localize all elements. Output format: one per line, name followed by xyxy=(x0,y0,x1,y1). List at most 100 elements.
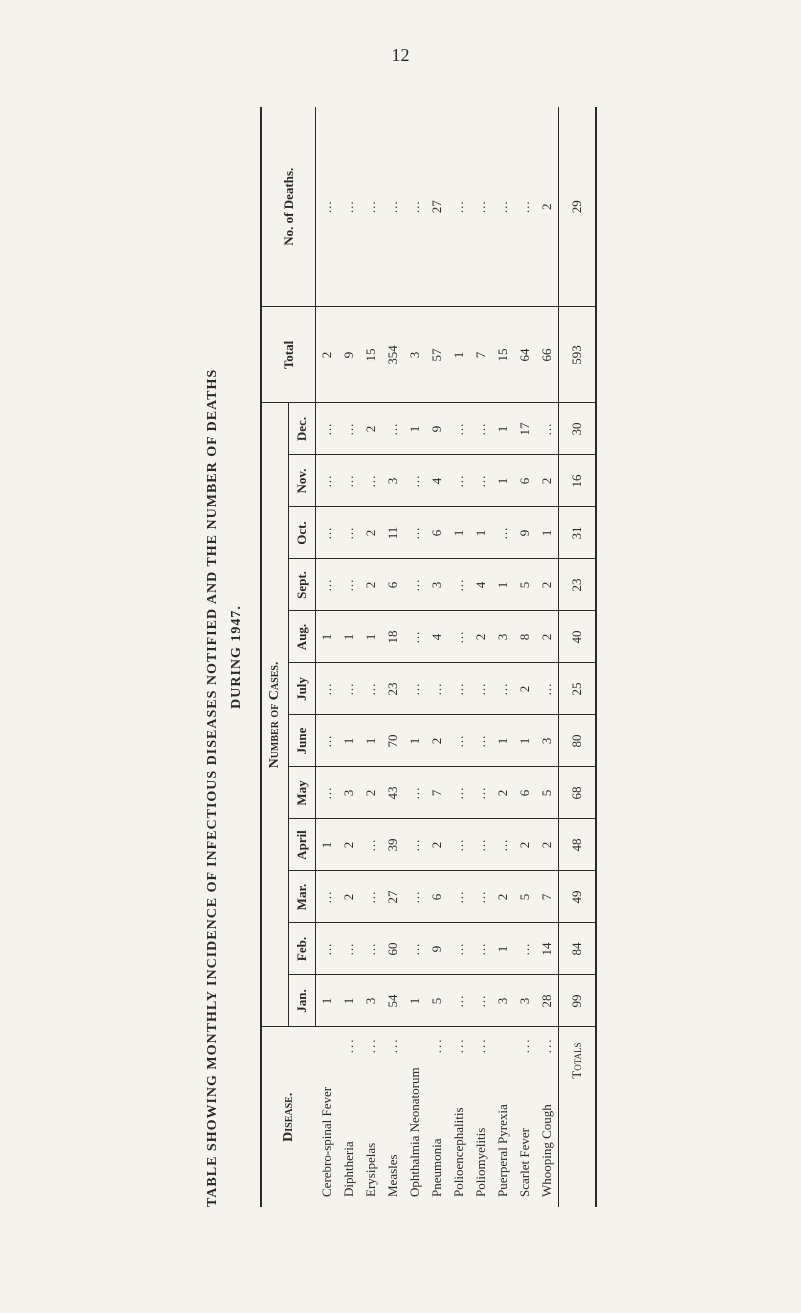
data-cell: ... xyxy=(315,455,338,507)
data-cell: 1 xyxy=(360,611,382,663)
data-cell: 6 xyxy=(426,507,448,559)
data-cell: 1 xyxy=(492,715,514,767)
data-cell: 1 xyxy=(404,715,426,767)
data-cell: 6 xyxy=(514,455,536,507)
data-cell: ... xyxy=(315,559,338,611)
data-cell: 2 xyxy=(360,507,382,559)
data-cell: ... xyxy=(338,663,360,715)
month-header-apr: April xyxy=(288,819,315,871)
month-header-jan: Jan. xyxy=(288,975,315,1027)
data-cell: 6 xyxy=(426,871,448,923)
data-cell: 1 xyxy=(492,923,514,975)
data-cell: ... xyxy=(470,403,492,455)
data-cell: ... xyxy=(404,923,426,975)
totals-label: Totals xyxy=(558,1027,596,1207)
data-cell: ... xyxy=(536,403,559,455)
data-cell: 6 xyxy=(514,767,536,819)
data-cell: 17 xyxy=(514,403,536,455)
data-cell: 2 xyxy=(514,663,536,715)
total-column-header: Total xyxy=(261,306,316,402)
data-cell: 5 xyxy=(514,559,536,611)
data-cell: ... xyxy=(514,923,536,975)
data-cell: ... xyxy=(338,455,360,507)
data-cell: ... xyxy=(470,767,492,819)
data-cell: 354 xyxy=(382,306,404,402)
data-cell: ... xyxy=(315,107,338,307)
data-cell: 3 xyxy=(382,455,404,507)
data-cell: 1 xyxy=(448,306,470,402)
totals-jan: 99 xyxy=(558,975,596,1027)
table-row: Diphtheria ...1...2231...1............9.… xyxy=(338,107,360,1207)
data-cell: 3 xyxy=(360,975,382,1027)
disease-name: Pneumonia ... xyxy=(426,1027,448,1207)
data-cell: 3 xyxy=(492,975,514,1027)
totals-apr: 48 xyxy=(558,819,596,871)
data-cell: ... xyxy=(404,107,426,307)
data-cell: 2 xyxy=(536,611,559,663)
data-cell: ... xyxy=(470,923,492,975)
data-cell: ... xyxy=(338,403,360,455)
data-cell: 57 xyxy=(426,306,448,402)
data-cell: 6 xyxy=(382,559,404,611)
data-cell: 1 xyxy=(338,715,360,767)
data-cell: ... xyxy=(448,767,470,819)
data-cell: 1 xyxy=(470,507,492,559)
data-cell: 3 xyxy=(426,559,448,611)
data-cell: 2 xyxy=(492,871,514,923)
table-row: Poliomyelitis ........................24… xyxy=(470,107,492,1207)
totals-aug: 40 xyxy=(558,611,596,663)
data-cell: ... xyxy=(360,663,382,715)
table-row: Ophthalmia Neonatorum1............1.....… xyxy=(404,107,426,1207)
disease-name: Erysipelas ... xyxy=(360,1027,382,1207)
data-cell: ... xyxy=(448,559,470,611)
table-row: Measles ...54602739437023186113...354... xyxy=(382,107,404,1207)
disease-name: Measles ... xyxy=(382,1027,404,1207)
data-cell: 27 xyxy=(382,871,404,923)
data-cell: 3 xyxy=(338,767,360,819)
data-cell: ... xyxy=(315,767,338,819)
data-cell: 2 xyxy=(315,306,338,402)
data-cell: 8 xyxy=(514,611,536,663)
data-cell: ... xyxy=(448,819,470,871)
data-cell: 4 xyxy=(426,611,448,663)
data-cell: 3 xyxy=(492,611,514,663)
page-number: 12 xyxy=(392,45,410,66)
data-cell: ... xyxy=(492,107,514,307)
data-cell: 66 xyxy=(536,306,559,402)
data-cell: 5 xyxy=(426,975,448,1027)
totals-may: 68 xyxy=(558,767,596,819)
data-cell: 1 xyxy=(315,611,338,663)
data-cell: ... xyxy=(382,403,404,455)
totals-sep: 23 xyxy=(558,559,596,611)
data-cell: ... xyxy=(448,871,470,923)
data-cell: 4 xyxy=(426,455,448,507)
totals-jul: 25 xyxy=(558,663,596,715)
data-cell: 2 xyxy=(338,871,360,923)
disease-column-header: Disease. xyxy=(261,1027,316,1207)
data-cell: 1 xyxy=(315,819,338,871)
data-cell: 3 xyxy=(514,975,536,1027)
data-cell: 2 xyxy=(514,819,536,871)
data-cell: 1 xyxy=(492,559,514,611)
data-cell: 2 xyxy=(426,715,448,767)
data-cell: 64 xyxy=(514,306,536,402)
data-cell: 2 xyxy=(360,559,382,611)
rotated-table-container: TABLE SHOWING MONTHLY INCIDENCE OF INFEC… xyxy=(205,107,597,1207)
data-cell: ... xyxy=(404,455,426,507)
data-cell: ... xyxy=(404,507,426,559)
table-title: TABLE SHOWING MONTHLY INCIDENCE OF INFEC… xyxy=(205,107,221,1207)
data-cell: 3 xyxy=(536,715,559,767)
data-cell: ... xyxy=(382,107,404,307)
data-cell: ... xyxy=(470,663,492,715)
data-cell: ... xyxy=(492,663,514,715)
totals-nov: 16 xyxy=(558,455,596,507)
disease-name: Poliomyelitis ... xyxy=(470,1027,492,1207)
data-cell: 2 xyxy=(492,767,514,819)
data-cell: ... xyxy=(448,715,470,767)
data-cell: 2 xyxy=(470,611,492,663)
data-cell: ... xyxy=(360,455,382,507)
data-cell: ... xyxy=(360,107,382,307)
data-cell: ... xyxy=(315,403,338,455)
disease-name: Polioencephalitis ... xyxy=(448,1027,470,1207)
totals-dec: 30 xyxy=(558,403,596,455)
